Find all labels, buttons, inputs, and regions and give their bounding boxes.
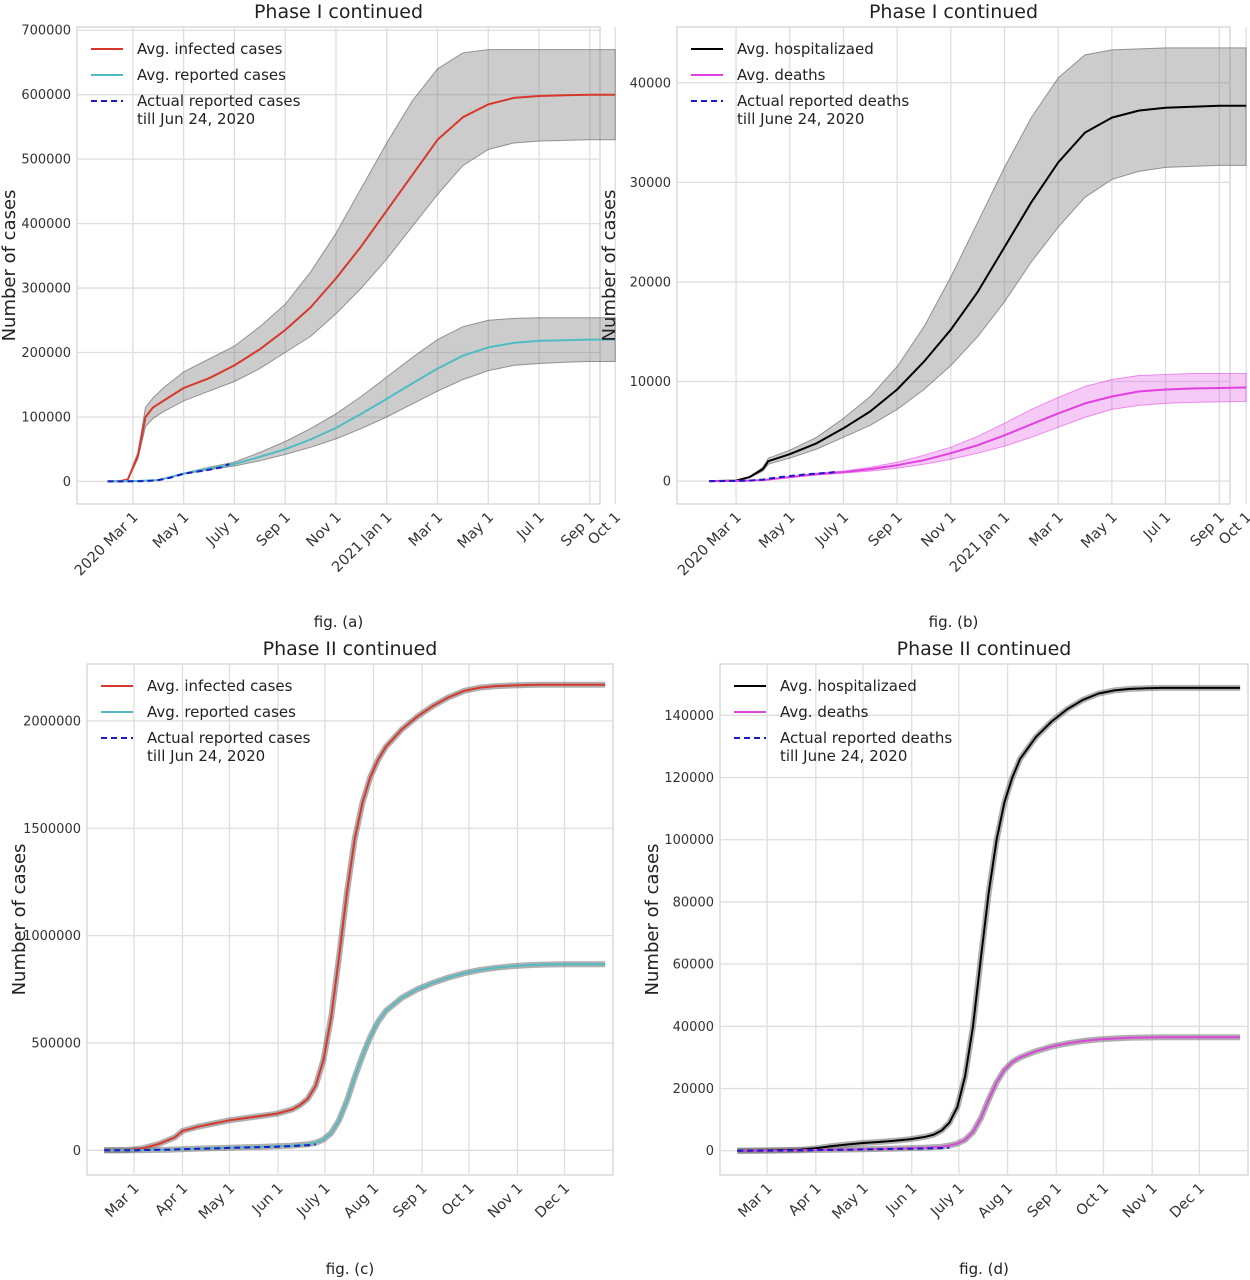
legend-label-2: till June 24, 2020 bbox=[780, 747, 907, 765]
x-tick-label: Aug 1 bbox=[975, 1181, 1016, 1222]
y-tick-label: 0 bbox=[63, 475, 71, 490]
y-tick-label: 60000 bbox=[673, 958, 714, 973]
y-tick-label: 10000 bbox=[630, 375, 671, 390]
x-tick-label: Jun 1 bbox=[883, 1181, 921, 1219]
y-tick-label: 2000000 bbox=[23, 714, 81, 729]
x-tick-label: Apr 1 bbox=[786, 1181, 825, 1220]
legend-label-1: Avg. reported cases bbox=[147, 703, 296, 721]
series-line-2 bbox=[104, 1143, 316, 1152]
legend-label-1: Avg. deaths bbox=[780, 703, 869, 721]
chart-panel-a: 0 100000 200000 300000 400000 500000 600000 700… bbox=[0, 0, 625, 640]
y-tick-label: 120000 bbox=[664, 771, 714, 786]
legend-label-2: Actual reported deaths bbox=[737, 92, 909, 110]
y-tick-label: 20000 bbox=[673, 1082, 714, 1097]
series-line-0 bbox=[104, 683, 606, 1152]
legend-label-0: Avg. infected cases bbox=[137, 40, 283, 58]
y-tick-label: 0 bbox=[663, 475, 671, 490]
series-line-2 bbox=[107, 463, 230, 483]
y-tick-label: 600000 bbox=[21, 88, 71, 103]
plot-area bbox=[676, 26, 1231, 505]
legend-label-0: Avg. infected cases bbox=[147, 677, 293, 695]
x-tick-label: May 1 bbox=[830, 1181, 872, 1223]
y-tick-label: 40000 bbox=[673, 1020, 714, 1035]
y-tick-label: 140000 bbox=[664, 709, 714, 724]
y-tick-label: 500000 bbox=[31, 1036, 81, 1051]
y-tick-label: 80000 bbox=[673, 895, 714, 910]
x-tick-label: Nov 1 bbox=[1120, 1181, 1161, 1222]
y-tick-label: 40000 bbox=[630, 76, 671, 91]
y-axis-label: Number of cases bbox=[0, 190, 20, 342]
confidence-band-1 bbox=[709, 373, 1247, 482]
legend-label-2: till Jun 24, 2020 bbox=[137, 110, 255, 128]
y-tick-label: 30000 bbox=[630, 176, 671, 191]
y-tick-label: 100000 bbox=[21, 410, 71, 425]
series-line-0 bbox=[107, 93, 616, 483]
y-axis-label: Number of cases bbox=[599, 190, 620, 342]
chart-title: Phase I continued bbox=[869, 1, 1038, 23]
x-tick-label: Sep 1 bbox=[1025, 1181, 1065, 1221]
chart-title: Phase I continued bbox=[254, 1, 423, 23]
x-tick-label: Mar 1 bbox=[736, 1181, 776, 1221]
chart-title: Phase II continued bbox=[263, 638, 438, 660]
chart-panel-c: 0 500000 1000000 1500000 2000000 Mar 1 Apr 1 Ma… bbox=[0, 638, 625, 1280]
legend-label-1: Avg. deaths bbox=[737, 66, 826, 84]
chart-panel-d: 0 20000 40000 60000 80000 100000 120000 140000 M… bbox=[625, 638, 1250, 1280]
x-tick-label: Dec 1 bbox=[1167, 1181, 1208, 1222]
series-line-2 bbox=[737, 1146, 950, 1152]
y-axis-label: Number of cases bbox=[642, 844, 663, 996]
y-tick-label: 0 bbox=[706, 1144, 714, 1159]
figure-caption: fig. (b) bbox=[929, 613, 979, 631]
y-tick-label: 100000 bbox=[664, 833, 714, 848]
y-tick-label: 20000 bbox=[630, 275, 671, 290]
y-tick-label: 200000 bbox=[21, 346, 71, 361]
figure-caption: fig. (d) bbox=[959, 1260, 1009, 1278]
legend-label-2: Actual reported deaths bbox=[780, 729, 952, 747]
legend-label-2: Actual reported cases bbox=[137, 92, 301, 110]
chart-title: Phase II continued bbox=[897, 638, 1072, 660]
legend-label-2: till Jun 24, 2020 bbox=[147, 747, 265, 765]
series-line-0 bbox=[709, 104, 1247, 483]
chart-panel-b: 0 10000 20000 30000 40000 2020 Mar 1 May 1 July… bbox=[599, 0, 1250, 640]
plot-area bbox=[76, 26, 601, 505]
y-tick-label: 400000 bbox=[21, 217, 71, 232]
legend-label-0: Avg. hospitalizaed bbox=[780, 677, 917, 695]
x-tick-label: July 1 bbox=[927, 1181, 967, 1221]
x-tick-label: Oct 1 bbox=[1073, 1181, 1112, 1220]
figure-caption: fig. (c) bbox=[326, 1260, 374, 1278]
legend-label-1: Avg. reported cases bbox=[137, 66, 286, 84]
y-tick-label: 500000 bbox=[21, 153, 71, 168]
y-tick-label: 1500000 bbox=[23, 822, 81, 837]
legend-label-0: Avg. hospitalizaed bbox=[737, 40, 874, 58]
figure-caption: fig. (a) bbox=[314, 613, 363, 631]
y-tick-label: 700000 bbox=[21, 24, 71, 39]
legend-label-2: Actual reported cases bbox=[147, 729, 311, 747]
y-axis-label: Number of cases bbox=[9, 844, 30, 996]
legend-label-2: till June 24, 2020 bbox=[737, 110, 864, 128]
y-tick-label: 1000000 bbox=[23, 929, 81, 944]
series-line-2 bbox=[709, 470, 839, 483]
y-tick-label: 300000 bbox=[21, 282, 71, 297]
series-line-1 bbox=[709, 386, 1247, 483]
y-tick-label: 0 bbox=[73, 1144, 81, 1159]
series-line-0 bbox=[737, 686, 1241, 1152]
